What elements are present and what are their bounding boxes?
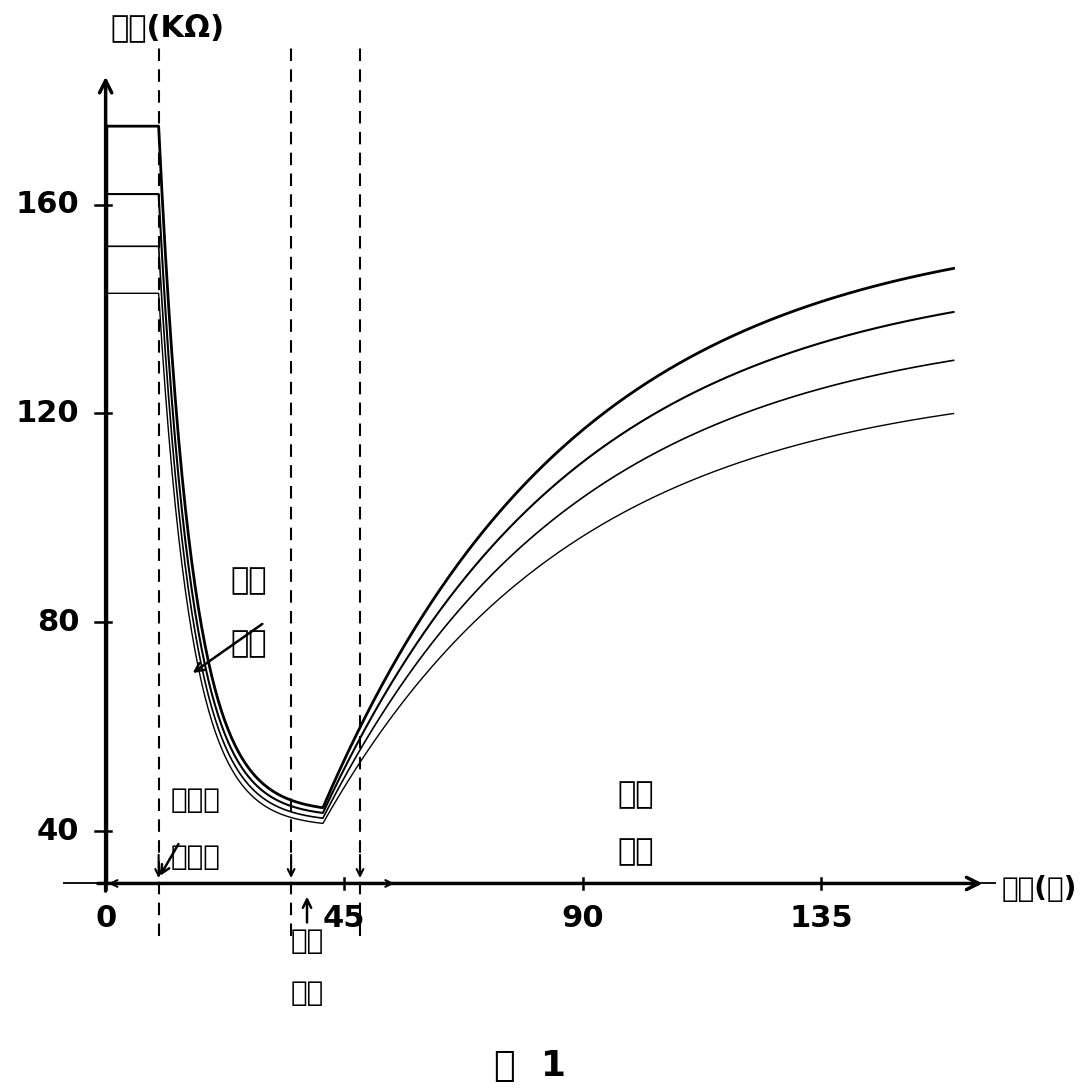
Text: 时间(秒): 时间(秒) (1002, 874, 1077, 903)
Text: 90: 90 (561, 905, 604, 933)
Text: 45: 45 (323, 905, 365, 933)
Text: 160: 160 (15, 190, 80, 219)
Text: 图  1: 图 1 (494, 1050, 566, 1083)
Text: 电阱(KΩ): 电阱(KΩ) (111, 13, 225, 43)
Text: 响应: 响应 (230, 566, 267, 595)
Text: 恢复: 恢复 (617, 780, 654, 809)
Text: 阶段: 阶段 (230, 629, 267, 657)
Text: 0: 0 (95, 905, 117, 933)
Text: 阶段: 阶段 (617, 837, 654, 867)
Text: 响应: 响应 (290, 979, 324, 1007)
Text: 135: 135 (789, 905, 852, 933)
Text: 最大: 最大 (290, 926, 324, 955)
Text: 120: 120 (15, 399, 80, 428)
Text: 40: 40 (37, 816, 80, 846)
Text: 定状态: 定状态 (171, 844, 220, 871)
Text: 80: 80 (37, 608, 80, 637)
Text: 初始稳: 初始稳 (171, 786, 220, 814)
